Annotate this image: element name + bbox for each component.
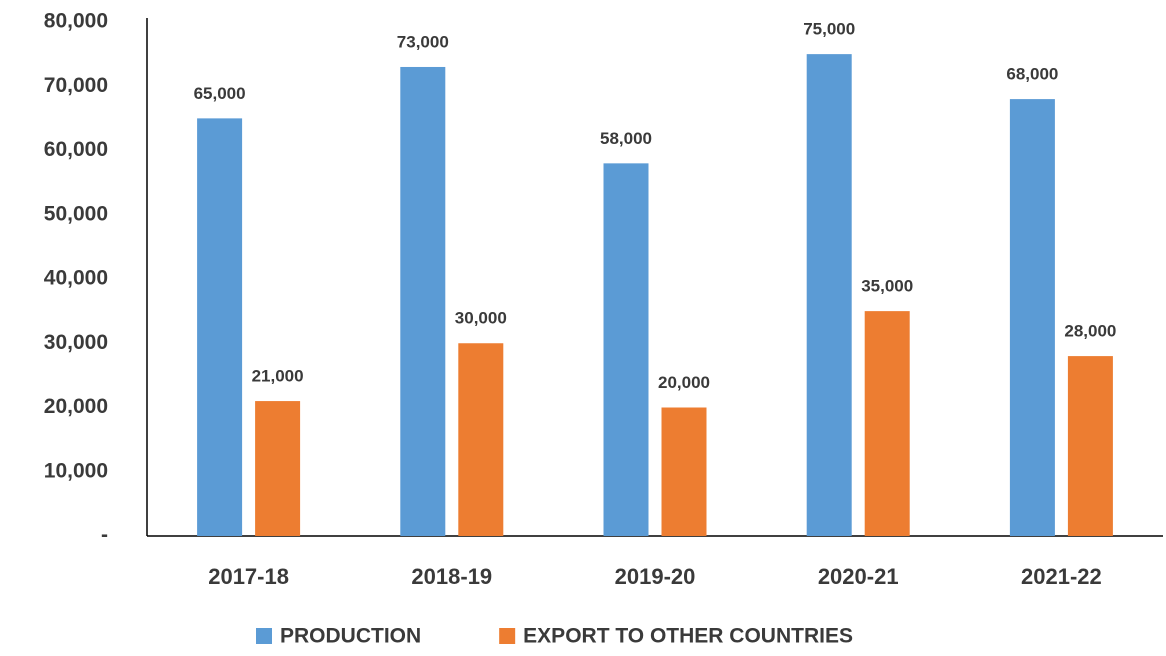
x-tick-label: 2017-18	[208, 564, 289, 589]
legend-label: PRODUCTION	[280, 625, 421, 648]
value-label: 65,000	[194, 84, 246, 103]
value-label: 75,000	[803, 20, 855, 39]
value-label: 73,000	[397, 32, 449, 51]
x-tick-label: 2020-21	[818, 564, 899, 589]
legend-label: EXPORT TO OTHER COUNTRIES	[523, 625, 853, 648]
x-tick-label: 2019-20	[615, 564, 696, 589]
y-tick-label: 10,000	[44, 459, 108, 482]
bar	[1067, 356, 1113, 536]
value-label: 58,000	[600, 129, 652, 148]
value-label: 68,000	[1006, 65, 1058, 84]
y-tick-label: 70,000	[44, 74, 108, 97]
bar	[661, 407, 707, 536]
y-tick-label: 50,000	[44, 202, 108, 225]
value-label: 30,000	[455, 309, 507, 328]
y-tick-label: 40,000	[44, 267, 108, 290]
value-label: 35,000	[861, 277, 913, 296]
y-tick-label: -	[101, 524, 108, 547]
bar	[197, 118, 243, 536]
bar	[400, 66, 446, 536]
value-label: 20,000	[658, 373, 710, 392]
x-tick-label: 2021-22	[1021, 564, 1102, 589]
y-tick-label: 20,000	[44, 395, 108, 418]
bar	[603, 163, 649, 536]
bar	[458, 343, 504, 536]
value-label: 28,000	[1064, 322, 1116, 341]
y-tick-label: 80,000	[44, 10, 108, 33]
bar	[1009, 99, 1055, 536]
y-tick-label: 30,000	[44, 331, 108, 354]
bar	[806, 54, 852, 536]
y-tick-label: 60,000	[44, 138, 108, 161]
legend-swatch	[256, 628, 272, 644]
legend-swatch	[499, 628, 516, 644]
x-tick-label: 2018-19	[411, 564, 492, 589]
bar	[864, 311, 910, 536]
bar	[255, 401, 301, 536]
value-label: 21,000	[252, 367, 304, 386]
